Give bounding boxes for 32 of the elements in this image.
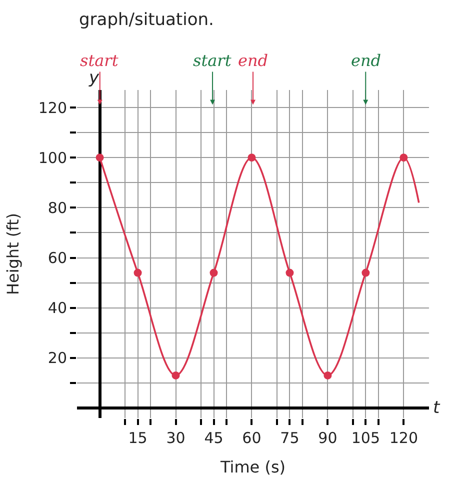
- y-tick-label: 40: [48, 299, 67, 318]
- text: end: [351, 51, 382, 70]
- y-tick-label: 120: [38, 98, 67, 117]
- x-tick-label: 60: [242, 429, 262, 447]
- text: t: [433, 398, 441, 418]
- x-tick-label: 15: [128, 429, 148, 447]
- point: [96, 154, 104, 162]
- y-tick-label: 100: [38, 148, 67, 167]
- x-tick-label: 30: [166, 429, 186, 447]
- point: [362, 268, 370, 277]
- point: [286, 268, 294, 277]
- point: [324, 371, 332, 380]
- point: [210, 268, 218, 277]
- text: start: [80, 51, 119, 70]
- text: end: [238, 51, 268, 70]
- x-tick-label: 90: [318, 429, 338, 447]
- point: [172, 371, 180, 380]
- x-tick-label: 105: [351, 429, 380, 447]
- text: graph/situation.: [79, 10, 214, 30]
- x-tick-label: 45: [204, 429, 224, 447]
- point: [134, 268, 142, 277]
- y-tick-label: 60: [48, 249, 67, 268]
- text: y: [88, 68, 100, 88]
- y-tick-label: 80: [48, 198, 67, 217]
- y-axis-title: Height (ft): [3, 212, 22, 296]
- x-tick-label: 75: [280, 429, 300, 447]
- point: [400, 154, 408, 162]
- y-tick-label: 20: [48, 349, 67, 368]
- point: [248, 154, 256, 162]
- x-axis-title: Time (s): [219, 458, 286, 477]
- text: start: [193, 51, 232, 70]
- x-tick-label: 120: [389, 429, 418, 447]
